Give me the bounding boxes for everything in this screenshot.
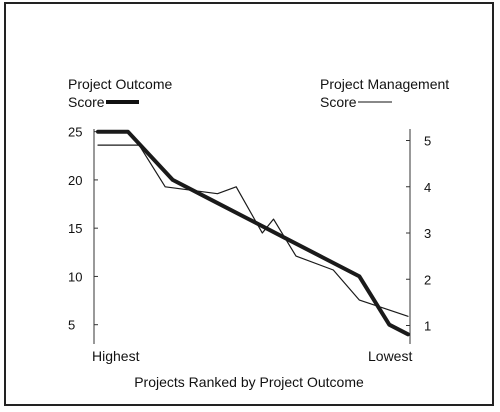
right-tick-label: 3 (424, 226, 431, 241)
x-tick-highest: Highest (92, 348, 140, 364)
right-tick-label: 1 (424, 319, 431, 334)
right-tick-label: 2 (424, 272, 431, 287)
left-tick-label: 20 (68, 173, 82, 188)
left-axis-title-line2: Score (68, 94, 105, 110)
chart-frame: Project Outcome Score Project Management… (4, 2, 494, 406)
project-outcome-series-line (96, 129, 410, 337)
right-tick-label: 5 (424, 134, 431, 149)
chart-svg: Project Outcome Score Project Management… (68, 76, 449, 390)
series-layer (96, 129, 410, 337)
left-tick-label: 15 (68, 221, 82, 236)
left-tick-label: 5 (68, 318, 75, 333)
right-axis-ticks: 5 4 3 2 1 (406, 134, 431, 334)
left-tick-label: 25 (68, 125, 82, 140)
right-axis-title-line1: Project Management (320, 76, 449, 92)
left-axis-title-line1: Project Outcome (68, 76, 172, 92)
left-axis-ticks: 25 20 15 10 5 (68, 125, 98, 333)
right-axis-title-line2: Score (320, 94, 357, 110)
left-tick-label: 10 (68, 269, 82, 284)
project-management-series-line (97, 144, 409, 317)
x-axis-title: Projects Ranked by Project Outcome (134, 374, 364, 390)
x-tick-lowest: Lowest (368, 348, 412, 364)
right-tick-label: 4 (424, 180, 431, 195)
